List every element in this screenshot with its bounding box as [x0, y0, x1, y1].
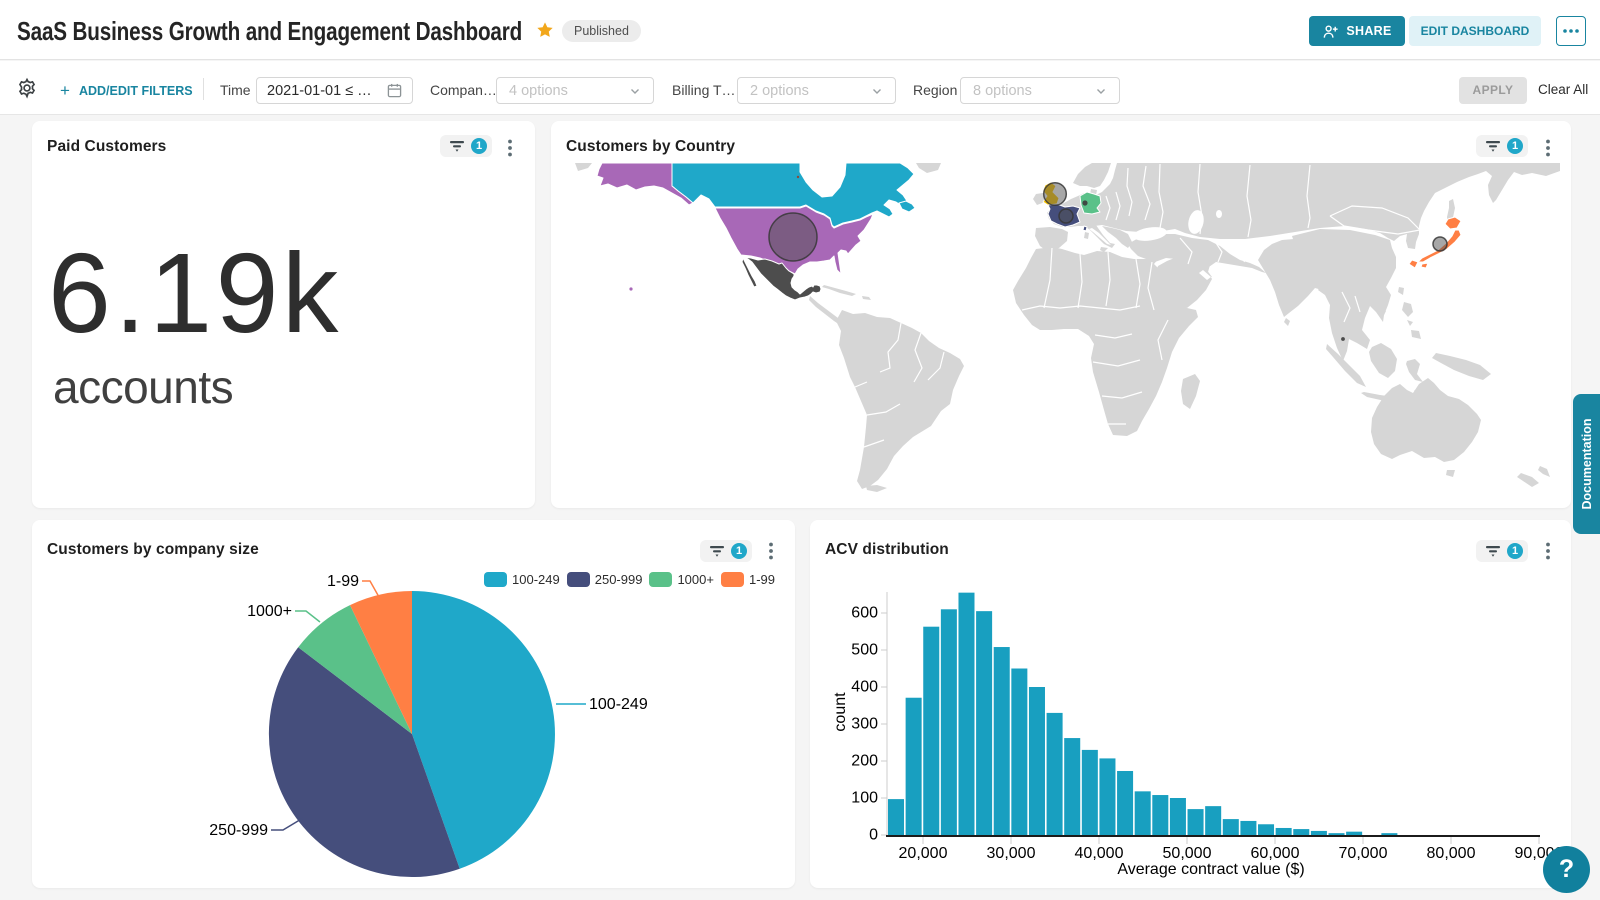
svg-text:0: 0	[869, 827, 878, 844]
svg-text:30,000: 30,000	[987, 845, 1036, 862]
svg-text:300: 300	[851, 716, 878, 733]
svg-text:60,000: 60,000	[1251, 845, 1300, 862]
svg-text:500: 500	[851, 642, 878, 659]
svg-text:100: 100	[851, 790, 878, 807]
svg-text:1000+: 1000+	[247, 603, 292, 620]
svg-text:600: 600	[851, 605, 878, 622]
svg-text:20,000: 20,000	[899, 845, 948, 862]
svg-text:250-999: 250-999	[209, 822, 268, 839]
svg-text:80,000: 80,000	[1427, 845, 1476, 862]
svg-text:70,000: 70,000	[1339, 845, 1388, 862]
svg-text:40,000: 40,000	[1075, 845, 1124, 862]
svg-text:count: count	[832, 692, 849, 732]
svg-text:1-99: 1-99	[327, 573, 359, 590]
svg-text:50,000: 50,000	[1163, 845, 1212, 862]
svg-text:400: 400	[851, 679, 878, 696]
svg-text:100-249: 100-249	[589, 696, 648, 713]
svg-text:200: 200	[851, 753, 878, 770]
svg-text:Average contract value ($): Average contract value ($)	[1117, 861, 1304, 878]
